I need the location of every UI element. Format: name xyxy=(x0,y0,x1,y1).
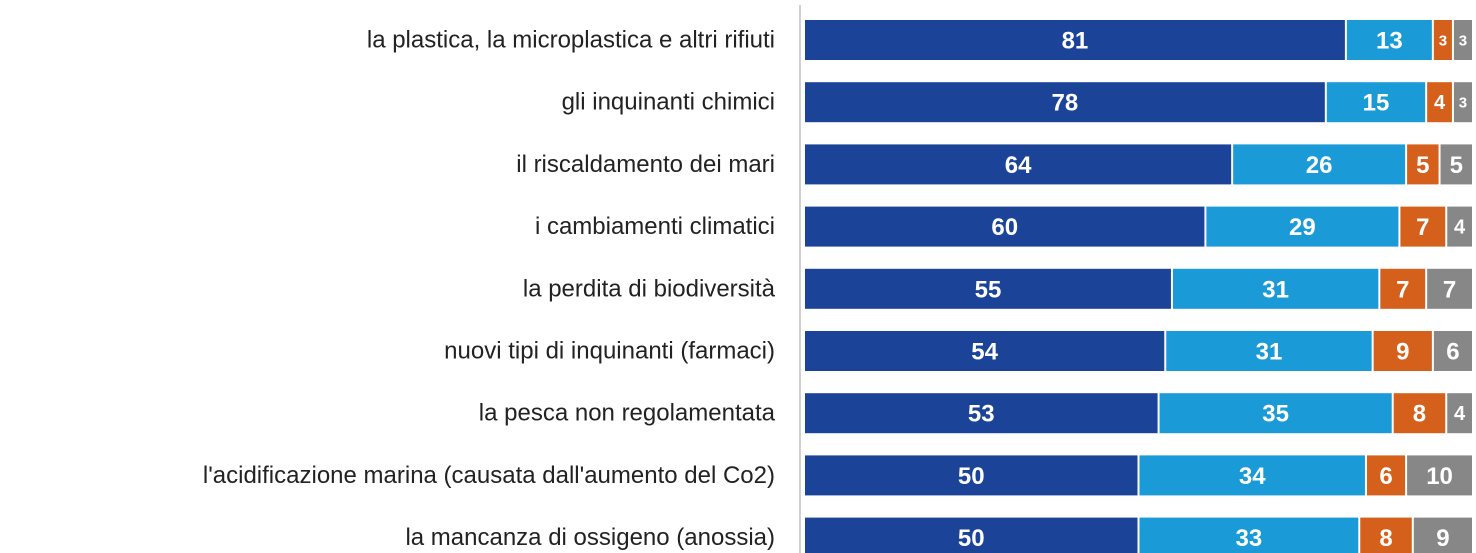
bar-segment xyxy=(805,331,1165,371)
data-label: 3 xyxy=(1439,33,1447,50)
data-label: 5 xyxy=(1450,152,1463,179)
data-label: 50 xyxy=(958,463,985,490)
data-label: 33 xyxy=(1236,525,1263,552)
bar-segment xyxy=(1326,82,1426,123)
bar-segment xyxy=(1172,268,1379,309)
data-label: 9 xyxy=(1396,339,1409,366)
bar-segment xyxy=(1433,20,1452,60)
bar-segment xyxy=(1346,20,1432,60)
data-label: 7 xyxy=(1416,214,1429,241)
data-label: 6 xyxy=(1379,463,1392,490)
data-label: 54 xyxy=(971,339,998,366)
data-label: 78 xyxy=(1052,90,1079,117)
bar-segment xyxy=(1373,331,1432,371)
category-label: la pesca non regolamentata xyxy=(479,400,776,427)
data-label: 6 xyxy=(1446,339,1459,366)
data-label: 7 xyxy=(1396,276,1409,303)
bar-segment xyxy=(1447,393,1472,434)
bar-segment xyxy=(1407,455,1472,496)
data-label: 26 xyxy=(1306,152,1333,179)
data-label: 3 xyxy=(1459,95,1467,112)
data-label: 53 xyxy=(968,401,995,428)
bar-segment xyxy=(1393,393,1446,434)
bar-segment xyxy=(1447,206,1472,247)
data-label: 3 xyxy=(1459,33,1467,50)
data-label: 55 xyxy=(975,276,1002,303)
data-label: 29 xyxy=(1289,214,1316,241)
bar-segment xyxy=(1400,206,1446,247)
data-label: 50 xyxy=(958,525,985,552)
category-label: la mancanza di ossigeno (anossia) xyxy=(405,524,775,551)
bar-segment xyxy=(1380,268,1426,309)
bar-segment xyxy=(1159,393,1392,434)
bar-segment xyxy=(805,268,1171,309)
bar-segment xyxy=(1166,331,1372,371)
bar-segment xyxy=(805,517,1138,553)
bar-segment xyxy=(1413,517,1472,553)
bar-segment xyxy=(1440,144,1472,185)
category-label: i cambiamenti climatici xyxy=(535,213,775,240)
category-label: l'acidificazione marina (causata dall'au… xyxy=(203,462,775,489)
bar-segment xyxy=(1360,517,1412,553)
data-label: 35 xyxy=(1262,401,1289,428)
bar-segment xyxy=(1206,206,1399,247)
data-label: 13 xyxy=(1376,28,1403,55)
data-label: 64 xyxy=(1005,152,1032,179)
bar-segment xyxy=(1407,144,1439,185)
category-label: la plastica, la microplastica e altri ri… xyxy=(367,27,775,54)
bar-segment xyxy=(1453,82,1472,123)
data-label: 4 xyxy=(1454,403,1466,425)
data-label: 7 xyxy=(1443,276,1456,303)
data-label: 5 xyxy=(1416,152,1429,179)
data-label: 10 xyxy=(1426,463,1453,490)
bar-segment xyxy=(805,455,1138,496)
data-label: 8 xyxy=(1379,525,1392,552)
data-label: 60 xyxy=(991,214,1018,241)
data-label: 4 xyxy=(1434,92,1446,114)
bar-segment xyxy=(1427,82,1452,123)
bar-segment xyxy=(1366,455,1406,496)
bar-segment xyxy=(805,206,1205,247)
data-label: 31 xyxy=(1262,276,1289,303)
category-label: la perdita di biodiversità xyxy=(523,275,776,302)
bar-segment xyxy=(1233,144,1406,185)
data-label: 34 xyxy=(1239,463,1266,490)
data-label: 31 xyxy=(1256,339,1283,366)
data-label: 9 xyxy=(1436,525,1449,552)
bar-segment xyxy=(805,393,1158,434)
data-label: 15 xyxy=(1363,90,1390,117)
category-label: gli inquinanti chimici xyxy=(562,89,775,116)
data-label: 81 xyxy=(1062,28,1089,55)
category-label: il riscaldamento dei mari xyxy=(516,151,775,178)
data-label: 4 xyxy=(1454,217,1466,239)
bar-segment xyxy=(1433,331,1472,371)
bar-segment xyxy=(805,144,1232,185)
category-label: nuovi tipi di inquinanti (farmaci) xyxy=(444,338,775,365)
bar-segment xyxy=(805,20,1345,60)
data-label: 8 xyxy=(1413,401,1426,428)
bar-segment xyxy=(805,82,1325,123)
bar-segment xyxy=(1139,455,1365,496)
bar-segment xyxy=(1453,20,1472,60)
bar-segment xyxy=(1427,268,1472,309)
bar-segment xyxy=(1139,517,1359,553)
